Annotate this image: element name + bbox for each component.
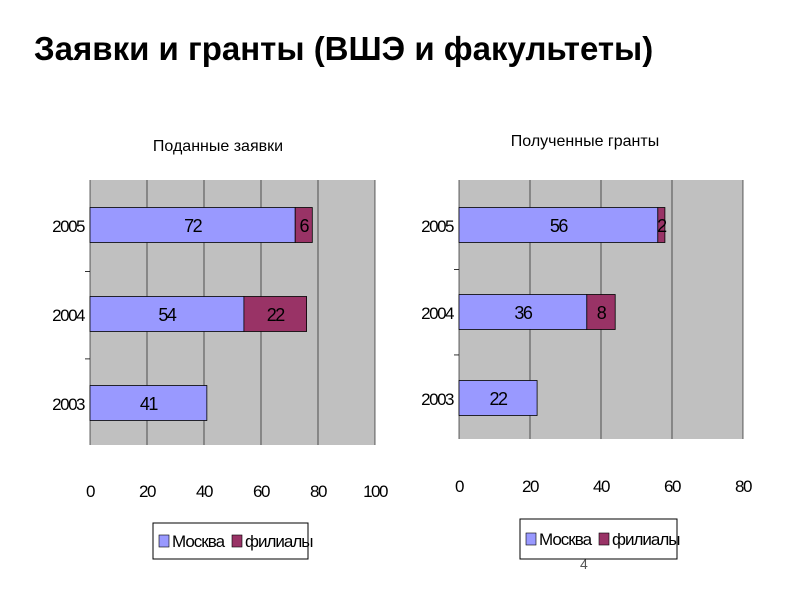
chart-submitted: Поданные заявки 0 20 40 60 80 100 2005 72 6 2004 54… [52, 138, 389, 560]
legend-label: Москва [172, 532, 226, 551]
data-label: 2 [657, 216, 667, 236]
x-tick-label: 20 [522, 477, 539, 496]
legend-box [519, 518, 678, 560]
data-label: 22 [267, 305, 286, 325]
x-tick-label: 60 [664, 477, 681, 496]
legend-label: Москва [539, 530, 593, 549]
y-tick-label: 2004 [421, 304, 454, 323]
x-tick-label: 80 [735, 477, 752, 496]
bar-moscow [458, 207, 659, 243]
y-tick-label: 2003 [421, 390, 454, 409]
data-label: 36 [514, 303, 533, 323]
data-label: 54 [158, 305, 177, 325]
data-label: 72 [184, 216, 203, 236]
y-tick-label: 2005 [421, 217, 454, 236]
legend-label: филиалы [245, 532, 313, 551]
data-label: 56 [550, 216, 569, 236]
page-title: Заявки и гранты (ВШЭ и факультеты) [34, 30, 654, 67]
legend-label: филиалы [612, 530, 680, 549]
data-label: 8 [597, 303, 607, 323]
x-tick-label: 20 [139, 482, 156, 501]
x-tick-label: 40 [593, 477, 610, 496]
chart-title: Полученные гранты [511, 133, 659, 150]
x-tick-label: 60 [253, 482, 270, 501]
x-tick-label: 80 [310, 482, 327, 501]
bar-moscow [89, 385, 208, 421]
data-label: 6 [299, 216, 309, 236]
bar-moscow [458, 294, 588, 330]
x-tick-label: 40 [196, 482, 213, 501]
page-number: 4 [580, 556, 588, 572]
legend-box [152, 522, 309, 560]
bar-branches [586, 294, 616, 330]
y-tick-label: 2003 [52, 395, 85, 414]
y-tick-label: 2004 [52, 306, 85, 325]
legend-swatch [231, 534, 243, 548]
x-tick-label: 0 [455, 477, 464, 496]
bar-moscow [89, 296, 245, 332]
data-label: 41 [140, 394, 159, 414]
x-tick-label: 100 [363, 482, 388, 501]
legend-swatch [598, 532, 610, 546]
bar-moscow [458, 380, 538, 416]
chart-grants: Полученные гранты 0 20 40 60 80 2005 56 2 2004 36 8… [421, 133, 753, 560]
legend-swatch [525, 532, 537, 546]
x-tick-label: 0 [86, 482, 95, 501]
data-label: 22 [490, 389, 509, 409]
bar-branches [294, 207, 313, 243]
bar-branches [243, 296, 307, 332]
bar-branches [657, 207, 666, 243]
y-tick-label: 2005 [52, 217, 85, 236]
chart-title: Поданные заявки [153, 138, 283, 155]
legend-swatch [158, 534, 170, 548]
